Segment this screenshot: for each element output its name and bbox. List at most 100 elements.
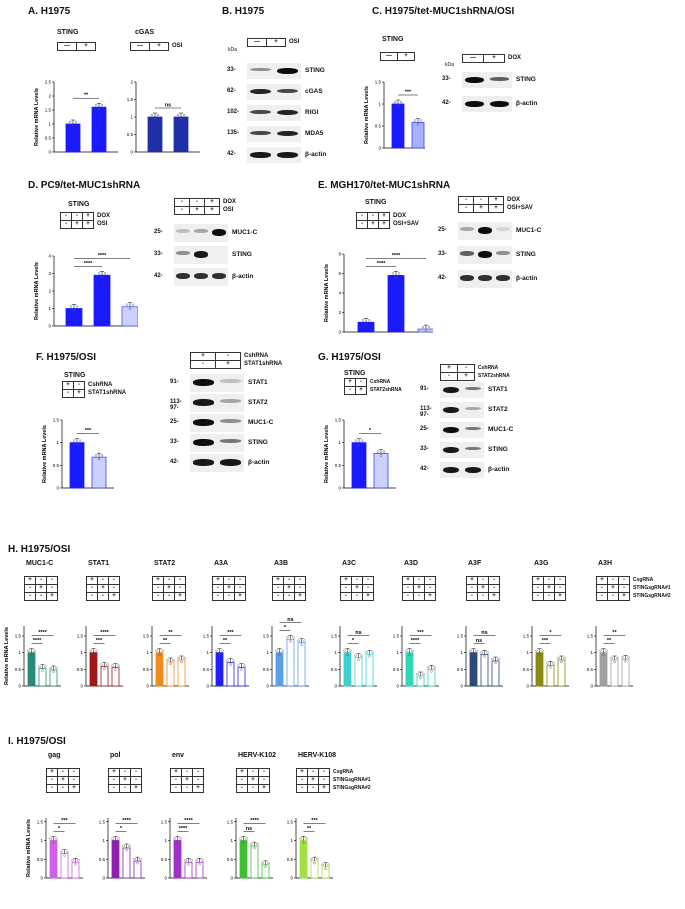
protein-band [442, 446, 460, 453]
gene-label: A3C [342, 560, 357, 567]
protein-band [490, 76, 509, 81]
data-point [68, 120, 72, 124]
y-tick-label: 0 [146, 684, 149, 689]
bar [226, 662, 235, 687]
significance-label: *** [311, 818, 318, 824]
y-tick-label: 0.5 [99, 857, 106, 862]
protein-label: cGAS [305, 88, 323, 95]
molecular-weight-marker: 33- [227, 67, 236, 73]
data-point [245, 837, 248, 840]
data-point [128, 844, 131, 848]
y-tick-label: 0 [338, 330, 341, 335]
significance-label: **** [392, 253, 401, 259]
protein-label: β-actin [516, 100, 538, 107]
blot-strip [440, 462, 484, 478]
data-point [354, 654, 357, 657]
bar [405, 652, 414, 687]
data-point [49, 837, 52, 840]
data-point [430, 670, 433, 673]
panel-f-condition-table: + - CshRNA - + STAT1shRNA [62, 381, 127, 398]
protein-label: STAT1 [248, 379, 268, 386]
y-tick-label: 1.5 [331, 634, 338, 639]
protein-band [250, 88, 271, 95]
significance-label: **** [411, 638, 420, 644]
data-point [427, 325, 431, 329]
data-point [75, 443, 79, 446]
data-point [368, 655, 371, 658]
gene-label: gag [48, 752, 61, 759]
gene-label: A3A [214, 560, 229, 567]
data-point [106, 663, 109, 666]
y-tick-label: 1.5 [15, 634, 22, 639]
data-point [89, 649, 92, 652]
molecular-weight-marker: 25- [420, 426, 429, 432]
data-point [155, 649, 158, 652]
significance-label: ** [307, 826, 312, 832]
panel-c-condition-table: — + [380, 52, 415, 61]
condition-table: + - - - + - - - + [152, 576, 186, 601]
data-point [313, 861, 316, 865]
gene-chart: 0 0.5 1 1.5 ns **** [227, 818, 273, 881]
y-tick-label: 0.5 [375, 124, 382, 129]
bar [621, 658, 630, 687]
data-point [100, 276, 104, 279]
y-tick-label: 0.5 [587, 667, 594, 672]
data-point [491, 657, 494, 661]
data-point [613, 660, 616, 664]
panel-a-title: A. H1975 [28, 6, 71, 17]
panel-a-condition-table-2: — + OSI [130, 42, 182, 51]
y-tick-label: 1 [146, 650, 149, 655]
data-point [55, 666, 58, 670]
data-point [393, 100, 397, 104]
data-point [480, 651, 483, 654]
significance-label: *** [405, 90, 412, 96]
y-tick-label: 0 [338, 486, 341, 491]
molecular-weight-marker: 42- [170, 459, 179, 465]
protein-band [194, 273, 208, 280]
condition-table: + - - CsgRNA - + - STINGsgRNA#1- - + STINGsgRNA#2 [296, 768, 372, 793]
y-tick-label: 0 [18, 684, 21, 689]
bar [38, 668, 47, 687]
condition-table: + - - - + - - - + [212, 576, 246, 601]
significance-label: ns [481, 630, 487, 636]
protein-label: MUC1-C [232, 229, 258, 236]
data-point [546, 662, 549, 665]
y-axis-label: Relative mRNA Levels [34, 88, 40, 146]
significance-label: *** [227, 630, 234, 636]
data-point [128, 307, 132, 310]
significance-label: **** [84, 261, 93, 267]
y-tick-label: 1.5 [99, 819, 106, 824]
protein-band [442, 386, 460, 393]
panel-b-title: B. H1975 [222, 6, 265, 17]
protein-label: STING [516, 76, 536, 83]
data-point [343, 649, 346, 652]
data-point [240, 668, 243, 671]
y-tick-label: 0.5 [393, 667, 400, 672]
protein-band [464, 406, 482, 410]
data-point [411, 649, 414, 652]
y-tick-label: 1 [460, 650, 463, 655]
data-point [289, 640, 292, 643]
protein-band [478, 227, 492, 235]
bar [387, 275, 405, 333]
significance-label: *** [542, 638, 549, 644]
y-tick-label: 2 [338, 310, 341, 315]
data-point [97, 108, 101, 111]
y-tick-label: 1.5 [45, 108, 52, 113]
panel-d-sting-label: STING [68, 201, 90, 208]
data-point [316, 857, 319, 861]
data-point [243, 664, 246, 667]
y-tick-label: 1 [378, 102, 381, 107]
data-point [229, 663, 232, 666]
condition-table: + - - - + - - - + [108, 768, 142, 793]
data-point [396, 104, 400, 108]
y-tick-label: 1 [290, 838, 293, 843]
y-tick-label: 0 [48, 324, 51, 329]
data-point [176, 841, 179, 844]
data-point [605, 649, 608, 652]
data-point [60, 850, 63, 853]
data-point [117, 664, 120, 667]
protein-band [442, 406, 460, 413]
data-point [183, 656, 186, 660]
y-tick-label: 0.5 [287, 857, 294, 862]
